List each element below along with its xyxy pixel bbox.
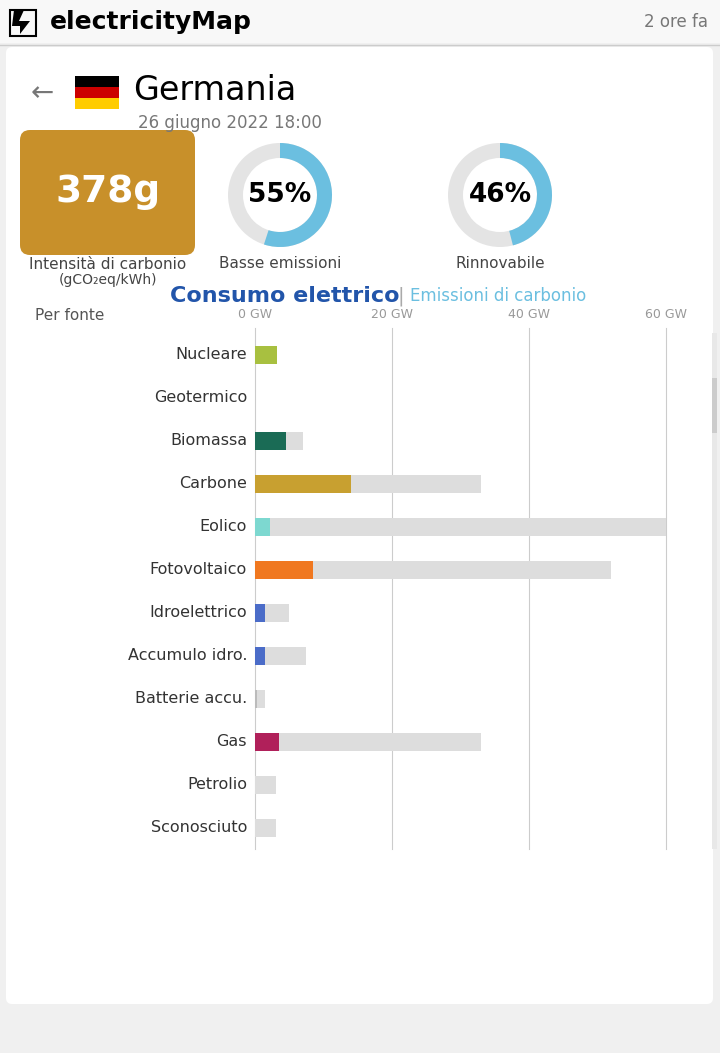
Text: Petrolio: Petrolio bbox=[187, 777, 247, 792]
Text: Batterie accu.: Batterie accu. bbox=[135, 691, 247, 706]
Bar bbox=[255, 475, 481, 493]
Wedge shape bbox=[500, 143, 552, 245]
Bar bbox=[255, 560, 611, 578]
Text: Accumulo idro.: Accumulo idro. bbox=[127, 648, 247, 663]
Text: Eolico: Eolico bbox=[199, 519, 247, 534]
Bar bbox=[255, 603, 289, 621]
Bar bbox=[255, 432, 303, 450]
Text: Rinnovabile: Rinnovabile bbox=[455, 256, 545, 271]
Text: 60 GW: 60 GW bbox=[645, 309, 687, 321]
Bar bbox=[255, 432, 286, 450]
Text: Per fonte: Per fonte bbox=[35, 307, 104, 322]
Wedge shape bbox=[228, 143, 332, 247]
Bar bbox=[255, 733, 481, 751]
Text: 20 GW: 20 GW bbox=[371, 309, 413, 321]
Text: electricityMap: electricityMap bbox=[50, 9, 252, 34]
Text: Sconosciuto: Sconosciuto bbox=[150, 820, 247, 835]
FancyBboxPatch shape bbox=[20, 130, 195, 255]
Text: Idroelettrico: Idroelettrico bbox=[149, 605, 247, 620]
Bar bbox=[75, 98, 119, 110]
Text: Consumo elettrico: Consumo elettrico bbox=[170, 286, 400, 306]
Bar bbox=[255, 775, 276, 794]
Bar bbox=[255, 647, 306, 664]
FancyBboxPatch shape bbox=[6, 47, 713, 1004]
Text: 378g: 378g bbox=[55, 175, 160, 211]
Text: Biomassa: Biomassa bbox=[170, 433, 247, 448]
Bar bbox=[255, 517, 666, 536]
Bar bbox=[255, 690, 265, 708]
Bar bbox=[712, 333, 717, 849]
Text: 0 GW: 0 GW bbox=[238, 309, 272, 321]
Text: 46%: 46% bbox=[469, 182, 531, 208]
FancyBboxPatch shape bbox=[0, 0, 720, 43]
Text: Fotovoltaico: Fotovoltaico bbox=[150, 562, 247, 577]
Text: 40 GW: 40 GW bbox=[508, 309, 550, 321]
Text: Germania: Germania bbox=[133, 75, 296, 107]
Bar bbox=[255, 345, 277, 363]
Wedge shape bbox=[264, 143, 332, 247]
Bar bbox=[255, 603, 265, 621]
Bar bbox=[255, 690, 257, 708]
Bar bbox=[255, 475, 351, 493]
Bar bbox=[255, 647, 265, 664]
Wedge shape bbox=[448, 143, 552, 247]
Text: Nucleare: Nucleare bbox=[176, 347, 247, 362]
Bar bbox=[75, 87, 119, 98]
Bar bbox=[10, 9, 36, 36]
Text: (gCO₂eq/kWh): (gCO₂eq/kWh) bbox=[58, 273, 157, 287]
Bar bbox=[712, 378, 717, 433]
Bar bbox=[255, 818, 276, 836]
Bar bbox=[255, 517, 270, 536]
Bar bbox=[255, 560, 313, 578]
Bar bbox=[255, 733, 279, 751]
Text: Emissioni di carbonio: Emissioni di carbonio bbox=[410, 287, 586, 305]
Text: Basse emissioni: Basse emissioni bbox=[219, 256, 341, 271]
Polygon shape bbox=[12, 9, 30, 34]
Text: 2 ore fa: 2 ore fa bbox=[644, 13, 708, 31]
Text: Gas: Gas bbox=[217, 734, 247, 749]
Text: 55%: 55% bbox=[248, 182, 312, 208]
Text: 26 giugno 2022 18:00: 26 giugno 2022 18:00 bbox=[138, 114, 322, 132]
Text: Intensità di carbonio: Intensità di carbonio bbox=[29, 257, 186, 272]
Text: Carbone: Carbone bbox=[179, 476, 247, 491]
Text: Geotermico: Geotermico bbox=[154, 390, 247, 405]
Bar bbox=[75, 76, 119, 87]
Text: ←: ← bbox=[30, 79, 53, 107]
Text: |: | bbox=[398, 286, 405, 305]
